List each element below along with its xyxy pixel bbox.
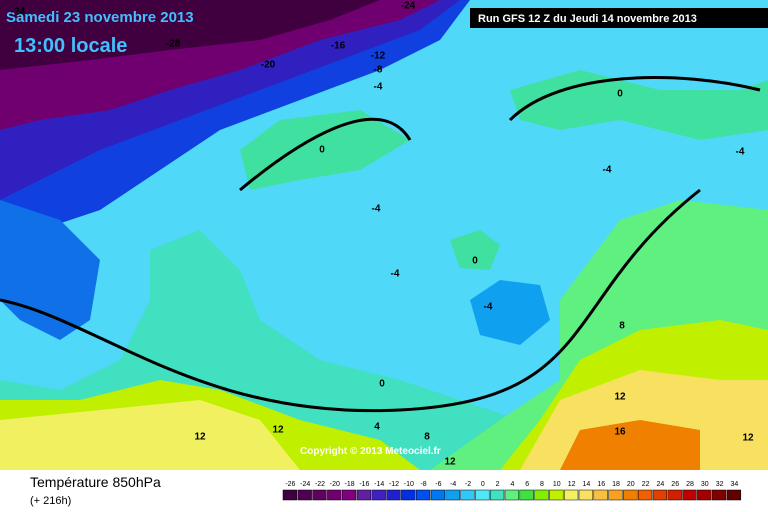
legend-label: 2 xyxy=(496,481,500,488)
contour-label: -20 xyxy=(261,60,276,71)
legend-swatch xyxy=(356,489,372,501)
legend-swatch xyxy=(445,489,460,501)
legend-label: 16 xyxy=(597,481,605,488)
contour-label: 12 xyxy=(272,425,284,436)
contour-label: 8 xyxy=(619,321,625,332)
legend-swatch xyxy=(489,489,505,501)
legend-label: 10 xyxy=(553,481,561,488)
contour-label: 0 xyxy=(319,145,325,156)
map-title: Température 850hPa xyxy=(30,474,161,490)
legend-label: 22 xyxy=(642,481,650,488)
contour-label: -24 xyxy=(401,1,416,12)
map-time: 13:00 locale xyxy=(14,35,127,57)
legend-label: -14 xyxy=(374,481,384,488)
contour-label: 12 xyxy=(614,392,626,403)
contour-label: -12 xyxy=(371,51,386,62)
legend-swatch xyxy=(682,489,697,501)
legend-swatch xyxy=(341,489,357,501)
legend-label: -22 xyxy=(315,481,325,488)
legend-label: 6 xyxy=(525,481,529,488)
legend-label: -18 xyxy=(345,481,355,488)
legend-swatch xyxy=(637,489,653,501)
legend-label: -12 xyxy=(389,481,399,488)
legend-swatch xyxy=(475,489,490,501)
contour-label: 12 xyxy=(742,433,754,444)
contour-label: 0 xyxy=(379,379,385,390)
legend-swatch xyxy=(623,489,638,501)
contour-label: 12 xyxy=(194,432,206,443)
legend-label: 4 xyxy=(510,481,514,488)
legend-label: 14 xyxy=(583,481,591,488)
legend-label: 26 xyxy=(671,481,679,488)
legend-label: 30 xyxy=(701,481,709,488)
legend-label: 32 xyxy=(716,481,724,488)
legend-swatch xyxy=(401,489,416,501)
legend-label: -4 xyxy=(450,481,456,488)
legend-swatch xyxy=(386,489,401,501)
lead-time: (+ 216h) xyxy=(30,495,71,507)
color-legend: -26 -24 -22 -20 -18 -16 -14 -12 -10 -8 -6 -4 -2 0 2 4 6 8… xyxy=(282,481,742,501)
legend-label: -16 xyxy=(359,481,369,488)
legend-swatch xyxy=(593,489,608,501)
contour-label: -16 xyxy=(331,41,346,52)
legend-swatch xyxy=(563,489,579,501)
contour-label: -4 xyxy=(374,82,383,93)
legend-swatch xyxy=(460,489,475,501)
contour-label: -8 xyxy=(374,65,383,76)
legend-swatch xyxy=(578,489,594,501)
legend-swatch xyxy=(297,489,312,501)
legend-swatch xyxy=(312,489,327,501)
legend-label: 24 xyxy=(657,481,665,488)
legend-label: -2 xyxy=(465,481,471,488)
contour-label: -4 xyxy=(484,302,493,313)
contour-label: 4 xyxy=(374,422,380,433)
legend-label: -8 xyxy=(420,481,426,488)
legend-label: 28 xyxy=(686,481,694,488)
legend-swatch xyxy=(327,489,342,501)
legend-label: 18 xyxy=(612,481,620,488)
contour-label: 0 xyxy=(617,89,623,100)
legend-label: -20 xyxy=(330,481,340,488)
legend-label: -6 xyxy=(435,481,441,488)
legend-swatch xyxy=(608,489,623,501)
legend-swatch xyxy=(697,489,712,501)
contour-label: 8 xyxy=(424,432,430,443)
copyright: Copyright © 2013 Meteociel.fr xyxy=(300,446,441,457)
legend-label: 0 xyxy=(481,481,485,488)
contour-label: -24 xyxy=(11,7,26,18)
contour-labels: -24 -24 -28 -20 -16 -12 -8 -4 0 0 -4 -4 -4 -4 0 -4 8 0 4 8 1… xyxy=(11,1,754,468)
contour-label: 12 xyxy=(444,457,456,468)
map-date: Samedi 23 novembre 2013 xyxy=(6,9,194,26)
contour-label: -28 xyxy=(166,39,181,50)
contour-label: 0 xyxy=(472,256,478,267)
contour-label: -4 xyxy=(603,165,612,176)
legend-swatch xyxy=(711,489,727,501)
legend-swatch xyxy=(415,489,431,501)
legend-swatch xyxy=(667,489,682,501)
legend-swatch xyxy=(504,489,520,501)
contour-label: 16 xyxy=(614,427,626,438)
contour-label: -4 xyxy=(736,147,745,158)
contour-label: -4 xyxy=(372,204,381,215)
legend-swatch xyxy=(534,489,549,501)
legend-label: 12 xyxy=(568,481,576,488)
legend-label: 20 xyxy=(627,481,635,488)
contour-label: -4 xyxy=(391,269,400,280)
legend-swatch xyxy=(519,489,534,501)
run-info: Run GFS 12 Z du Jeudi 14 novembre 2013 xyxy=(478,13,697,25)
legend-swatch xyxy=(652,489,668,501)
legend-swatch xyxy=(549,489,564,501)
legend-label: 34 xyxy=(731,481,739,488)
legend-label: -10 xyxy=(404,481,414,488)
legend-swatch xyxy=(430,489,446,501)
legend-swatch xyxy=(726,489,742,501)
legend-label: -26 xyxy=(285,481,295,488)
legend-swatch xyxy=(371,489,386,501)
legend-label: -24 xyxy=(300,481,310,488)
legend-swatch xyxy=(282,489,298,501)
legend-label: 8 xyxy=(540,481,544,488)
